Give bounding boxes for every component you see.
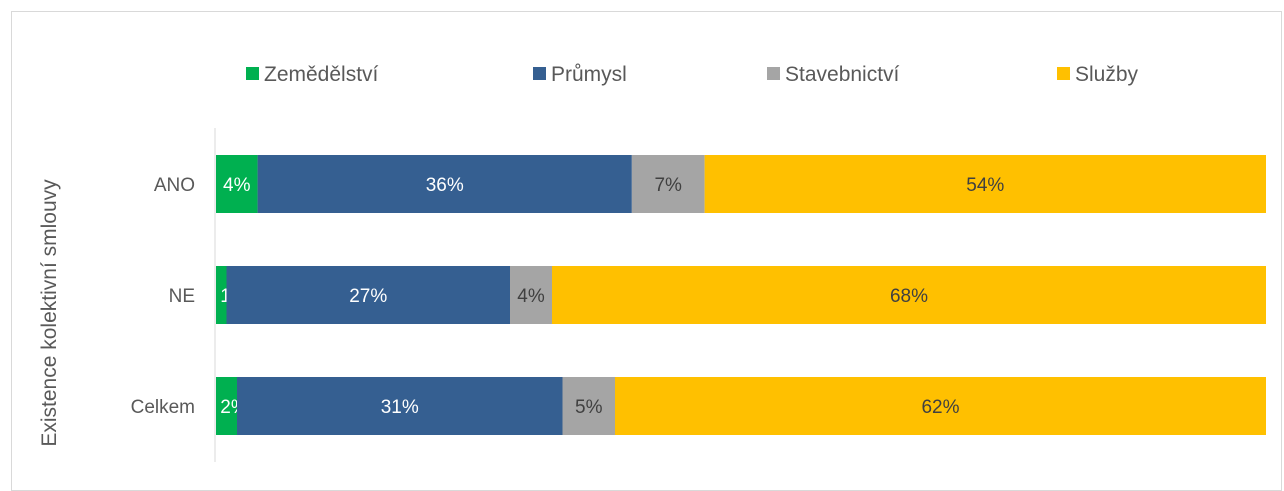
- category-tick-labels: ANO NE Celkem: [131, 175, 195, 418]
- legend-label-stavebnictvi: Stavebnictví: [785, 63, 900, 86]
- data-label-celkem-sluzby: 62%: [921, 397, 959, 418]
- legend-swatch-prumysl: [533, 67, 546, 80]
- bar-ne-sluzby: [552, 266, 1266, 324]
- bar-celkem-prumysl: [237, 377, 563, 435]
- legend-label-prumysl: Průmysl: [551, 63, 627, 86]
- bar-ne-zemedelstvi: [216, 266, 227, 324]
- bar-ano-stavebnictvi: [631, 155, 705, 213]
- category-label-ne: NE: [169, 286, 195, 307]
- legend: Zemědělství Průmysl Stavebnictví Služby: [246, 63, 1139, 86]
- data-label-ano-zemedelstvi: 4%: [223, 175, 251, 196]
- bar-ano-zemedelstvi: [216, 155, 258, 213]
- legend-label-zemedelstvi: Zemědělství: [264, 63, 379, 86]
- legend-swatch-zemedelstvi: [246, 67, 259, 80]
- bar-ne-prumysl: [226, 266, 510, 324]
- data-label-celkem-prumysl: 31%: [381, 397, 419, 418]
- data-label-ano-prumysl: 36%: [426, 175, 464, 196]
- category-label-celkem: Celkem: [131, 397, 195, 418]
- legend-swatch-stavebnictvi: [767, 67, 780, 80]
- bars: 4%36%7%54%1%27%4%68%2%31%5%62%: [216, 155, 1266, 435]
- y-axis-title: Existence kolektivní smlouvy: [38, 179, 61, 447]
- bar-ano-prumysl: [257, 155, 632, 213]
- bar-ano-sluzby: [704, 155, 1266, 213]
- bar-celkem-stavebnictvi: [562, 377, 615, 435]
- bar-ne-stavebnictvi: [510, 266, 552, 324]
- legend-swatch-sluzby: [1057, 67, 1070, 80]
- data-label-celkem-stavebnictvi: 5%: [575, 397, 603, 418]
- legend-label-sluzby: Služby: [1075, 63, 1139, 86]
- category-label-ano: ANO: [154, 175, 195, 196]
- data-label-ne-sluzby: 68%: [890, 286, 928, 307]
- bar-celkem-sluzby: [615, 377, 1266, 435]
- data-label-ne-stavebnictvi: 4%: [517, 286, 545, 307]
- bar-celkem-zemedelstvi: [216, 377, 237, 435]
- data-label-ano-sluzby: 54%: [966, 175, 1004, 196]
- data-label-ano-stavebnictvi: 7%: [654, 175, 682, 196]
- data-label-ne-prumysl: 27%: [349, 286, 387, 307]
